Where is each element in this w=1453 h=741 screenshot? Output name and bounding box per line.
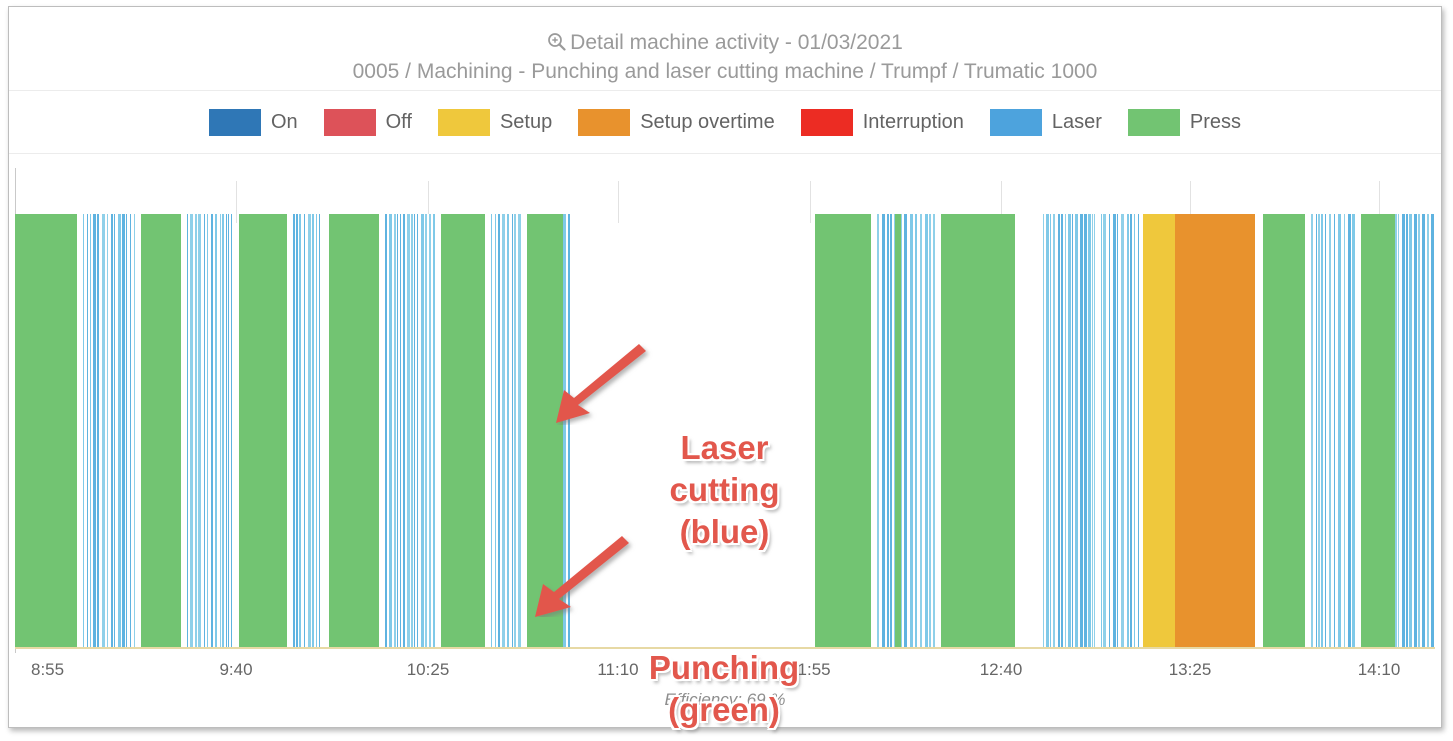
legend-item-interruption[interactable]: Interruption — [800, 109, 964, 136]
legend-item-laser[interactable]: Laser — [989, 109, 1102, 136]
timeline-segment[interactable] — [441, 214, 485, 648]
timeline-segment[interactable] — [15, 214, 77, 648]
legend-swatch-icon — [800, 109, 853, 136]
legend-swatch-icon — [437, 109, 490, 136]
x-axis-tick-label: 8:55 — [31, 660, 65, 679]
timeline-segment[interactable] — [1043, 214, 1095, 648]
legend-swatch-icon — [578, 109, 631, 136]
efficiency-label: Efficiency: 69 % — [664, 690, 786, 709]
legend-swatch-icon — [989, 109, 1042, 136]
timeline-segment[interactable] — [293, 214, 323, 648]
panel-header: Detail machine activity - 01/03/2021 000… — [9, 7, 1441, 91]
legend-swatch-icon — [1127, 109, 1180, 136]
punching-callout-arrow-icon — [535, 536, 629, 617]
chart-panel: Detail machine activity - 01/03/2021 000… — [8, 6, 1442, 728]
x-axis-tick-label: 9:40 — [219, 660, 253, 679]
legend-item-label: Press — [1189, 111, 1242, 133]
legend-item-setup[interactable]: Setup — [437, 109, 553, 136]
gridlines — [15, 168, 1435, 653]
timeline-segment[interactable] — [1175, 214, 1255, 648]
timeline-segment[interactable] — [563, 214, 571, 648]
timeline-segment[interactable] — [329, 214, 379, 648]
timeline-segment[interactable] — [877, 214, 895, 648]
page-title: Detail machine activity - 01/03/2021 — [9, 31, 1441, 57]
x-axis-tick-label: 13:25 — [1168, 660, 1212, 679]
legend-item-press[interactable]: Press — [1127, 109, 1242, 136]
legend-item-label: Off — [385, 111, 412, 133]
legend-item-label: Interruption — [862, 111, 964, 133]
timeline-segment[interactable] — [385, 214, 435, 648]
timeline-segment[interactable] — [815, 214, 871, 648]
gridline — [1379, 181, 1380, 223]
timeline-segment[interactable] — [1361, 214, 1395, 648]
timeline-bars[interactable] — [15, 214, 1435, 648]
legend-swatch-icon — [323, 109, 376, 136]
legend-item-label: Setup — [499, 111, 553, 133]
x-axis-tick-label: 11:10 — [597, 660, 639, 679]
page-subtitle: 0005 / Machining - Punching and laser cu… — [352, 60, 1098, 83]
legend-item-on[interactable]: On — [208, 109, 298, 136]
gridline — [618, 181, 619, 223]
legend-item-off[interactable]: Off — [323, 109, 412, 136]
timeline-segment[interactable] — [901, 214, 935, 648]
timeline-segment[interactable] — [895, 214, 901, 648]
page-title-text: Detail machine activity - 01/03/2021 — [570, 31, 903, 54]
timeline-segment[interactable] — [1263, 214, 1305, 648]
timeline-segment[interactable] — [1101, 214, 1139, 648]
timeline-segment[interactable] — [239, 214, 287, 648]
x-axis-tick-label: 11:55 — [789, 660, 831, 679]
legend-item-setup-overtime[interactable]: Setup overtime — [578, 109, 775, 136]
timeline-segment[interactable] — [83, 214, 135, 648]
gridline — [810, 181, 811, 223]
gridline — [428, 181, 429, 223]
x-axis-tick-label: 10:25 — [406, 660, 450, 679]
baseline — [15, 647, 1435, 649]
magnifier-plus-icon[interactable] — [547, 32, 566, 57]
timeline-segment[interactable] — [1395, 214, 1435, 648]
laser-callout-arrow-icon — [556, 344, 646, 423]
gridline — [1001, 181, 1002, 223]
timeline-segment[interactable] — [491, 214, 521, 648]
legend-swatch-icon — [208, 109, 261, 136]
timeline-segment[interactable] — [527, 214, 563, 648]
chart-legend: On Off Setup Setup overtime Interruption Lase… — [9, 92, 1441, 154]
gridline — [1190, 181, 1191, 223]
x-axis-tick-label: 14:10 — [1357, 660, 1401, 679]
gridline — [236, 181, 237, 223]
legend-item-label: Laser — [1051, 111, 1102, 133]
timeline-segment[interactable] — [141, 214, 181, 648]
legend-item-label: Setup overtime — [640, 111, 775, 133]
chart-plot-area: 8:55 9:40 10:25 11:10 11:55 12:40 13:25 14:10 E… — [9, 155, 1441, 728]
legend-item-label: On — [270, 111, 298, 133]
timeline-segment[interactable] — [1311, 214, 1355, 648]
timeline-segment[interactable] — [187, 214, 233, 648]
x-axis-tick-label: 12:40 — [979, 660, 1023, 679]
timeline-segment[interactable] — [941, 214, 1015, 648]
timeline-segment[interactable] — [1143, 214, 1175, 648]
laser-cutting-callout: Laser cutting (blue) — [669, 429, 780, 551]
punching-callout: Punching (green) — [648, 649, 800, 729]
